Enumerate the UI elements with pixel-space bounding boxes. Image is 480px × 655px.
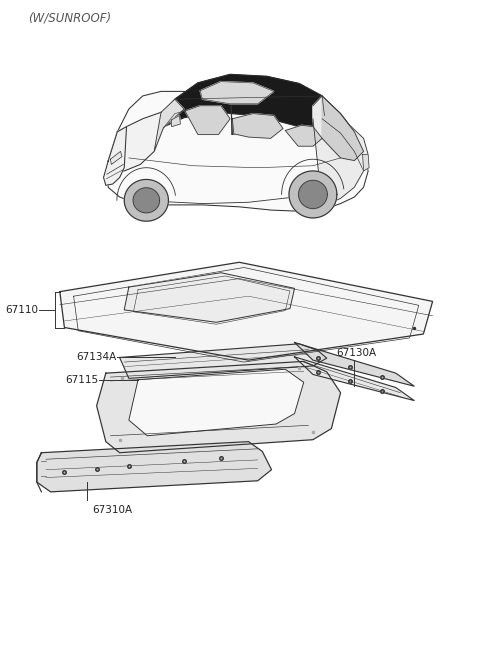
Polygon shape [124, 272, 295, 322]
Polygon shape [285, 125, 322, 146]
Polygon shape [232, 113, 283, 138]
Text: (W/SUNROOF): (W/SUNROOF) [27, 11, 111, 24]
Text: 67310A: 67310A [92, 505, 132, 515]
Text: 67115: 67115 [65, 375, 98, 384]
Polygon shape [289, 171, 337, 218]
Polygon shape [299, 180, 327, 208]
Polygon shape [108, 92, 368, 212]
Polygon shape [120, 344, 327, 379]
Text: 67110: 67110 [5, 305, 38, 315]
Polygon shape [171, 115, 180, 126]
Polygon shape [154, 99, 184, 151]
Polygon shape [60, 262, 432, 360]
Polygon shape [133, 188, 159, 213]
Text: 67130A: 67130A [336, 348, 376, 358]
Polygon shape [110, 151, 122, 164]
Polygon shape [185, 105, 230, 134]
Polygon shape [124, 179, 168, 221]
Polygon shape [362, 155, 369, 171]
Polygon shape [161, 75, 340, 138]
Polygon shape [322, 96, 363, 160]
Polygon shape [108, 112, 163, 171]
Polygon shape [96, 362, 340, 453]
Text: 67134A: 67134A [76, 352, 117, 362]
Polygon shape [37, 441, 272, 492]
Polygon shape [295, 357, 414, 401]
Polygon shape [295, 343, 414, 386]
Polygon shape [129, 369, 304, 436]
Polygon shape [200, 82, 274, 103]
Polygon shape [313, 96, 368, 207]
Polygon shape [104, 126, 127, 185]
